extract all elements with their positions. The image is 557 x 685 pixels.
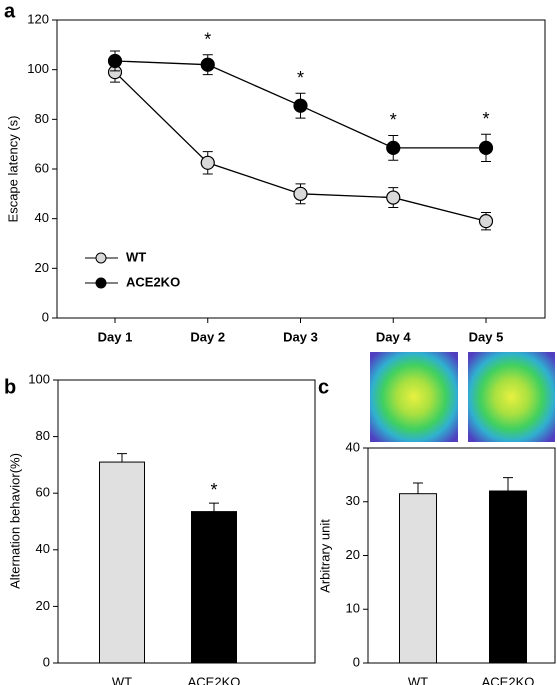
y-tick-label: 40 xyxy=(36,541,50,556)
plot-frame xyxy=(56,19,546,319)
legend-label: ACE2KO xyxy=(126,274,180,289)
significance: * xyxy=(297,68,304,88)
y-tick-label: 0 xyxy=(353,654,360,669)
data-point xyxy=(293,98,308,113)
x-tick-label: WT xyxy=(408,674,428,685)
significance: * xyxy=(482,109,489,129)
legend-marker xyxy=(95,277,107,289)
error-bar xyxy=(117,453,127,463)
y-axis-label: Alternation behavior(%) xyxy=(7,453,22,589)
x-tick-label: Day 1 xyxy=(98,329,133,344)
data-point xyxy=(293,186,308,201)
significance: * xyxy=(390,110,397,130)
bar xyxy=(399,493,437,664)
bar xyxy=(489,490,527,664)
y-tick-label: 40 xyxy=(346,439,360,454)
legend-marker xyxy=(95,252,107,264)
data-point xyxy=(200,57,215,72)
brain-image xyxy=(370,352,458,442)
y-tick-label: 20 xyxy=(36,598,50,613)
y-tick-label: 10 xyxy=(346,601,360,616)
y-tick-label: 80 xyxy=(36,428,50,443)
y-tick-label: 60 xyxy=(36,485,50,500)
legend-label: WT xyxy=(126,249,146,264)
error-bar xyxy=(209,502,219,512)
y-axis-label: Escape latency (s) xyxy=(5,116,20,223)
x-tick-label: Day 5 xyxy=(469,329,504,344)
panel-label: a xyxy=(4,0,16,22)
data-point xyxy=(386,190,401,205)
x-tick-label: WT xyxy=(112,674,132,685)
plot-frame xyxy=(57,379,316,664)
x-tick-label: Day 2 xyxy=(190,329,225,344)
error-bar xyxy=(413,482,423,494)
y-tick-label: 0 xyxy=(43,654,50,669)
data-point xyxy=(478,214,494,229)
y-tick-label: 100 xyxy=(28,371,50,386)
data-point xyxy=(200,155,215,170)
brain-image xyxy=(468,352,555,442)
y-tick-label: 0 xyxy=(42,309,49,324)
significance: * xyxy=(204,30,211,50)
error-bar xyxy=(503,477,513,491)
panel-label: b xyxy=(4,376,16,398)
y-tick-label: 120 xyxy=(27,11,49,26)
y-tick-label: 40 xyxy=(35,210,49,225)
y-axis-label: Arbitrary unit xyxy=(317,519,332,593)
y-tick-label: 20 xyxy=(346,547,360,562)
significance: * xyxy=(210,480,217,500)
x-tick-label: Day 3 xyxy=(283,329,318,344)
y-tick-label: 100 xyxy=(27,61,49,76)
bar xyxy=(99,461,145,664)
data-point xyxy=(107,53,123,69)
bar xyxy=(191,511,237,664)
x-tick-label: Day 4 xyxy=(376,329,411,344)
x-tick-label: ACE2KO xyxy=(482,674,535,685)
panel-label: c xyxy=(318,376,329,398)
x-tick-label: ACE2KO xyxy=(188,674,241,685)
data-point xyxy=(386,140,401,155)
y-tick-label: 30 xyxy=(346,493,360,508)
y-tick-label: 20 xyxy=(35,260,49,275)
y-tick-label: 80 xyxy=(35,111,49,126)
data-point xyxy=(478,140,494,155)
y-tick-label: 60 xyxy=(35,160,49,175)
